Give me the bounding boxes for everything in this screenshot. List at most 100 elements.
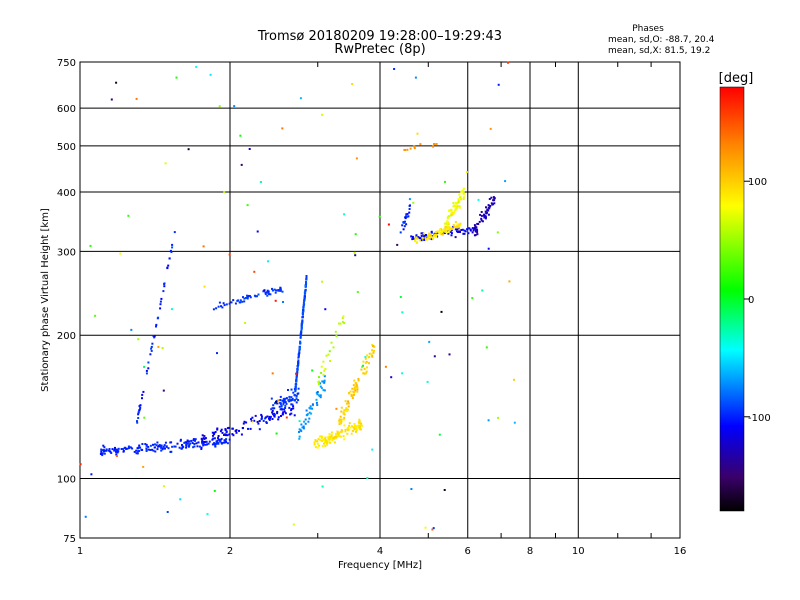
data-point xyxy=(295,397,298,400)
data-point xyxy=(352,426,355,429)
data-point xyxy=(298,435,301,438)
data-point xyxy=(356,291,359,293)
data-point xyxy=(145,444,148,447)
data-point xyxy=(102,448,105,451)
data-point xyxy=(131,447,134,450)
data-point xyxy=(201,442,204,445)
data-point xyxy=(433,233,436,236)
data-point xyxy=(162,290,165,293)
data-point xyxy=(452,224,455,226)
data-point xyxy=(281,290,284,293)
data-point xyxy=(340,406,343,409)
data-point xyxy=(298,346,301,349)
data-point xyxy=(260,415,263,418)
data-point xyxy=(103,446,106,449)
data-point xyxy=(486,208,489,211)
data-point xyxy=(343,424,346,427)
data-point xyxy=(439,228,442,231)
data-point xyxy=(213,432,216,435)
data-point xyxy=(299,336,302,338)
data-point xyxy=(308,411,311,414)
data-point xyxy=(224,428,227,431)
data-point xyxy=(267,292,270,294)
data-point xyxy=(297,361,300,364)
data-point xyxy=(149,353,152,356)
data-point xyxy=(299,342,302,345)
data-point xyxy=(371,448,374,451)
data-point xyxy=(296,371,299,374)
data-point xyxy=(429,233,432,236)
data-point xyxy=(164,162,167,165)
data-point xyxy=(350,393,353,396)
data-point xyxy=(135,97,138,100)
data-point xyxy=(221,431,224,434)
data-point xyxy=(154,450,157,453)
data-point xyxy=(165,445,168,448)
data-point xyxy=(139,408,141,411)
data-point xyxy=(440,229,443,232)
data-point xyxy=(307,420,310,423)
data-point xyxy=(488,198,491,200)
data-point xyxy=(455,206,458,209)
data-point xyxy=(417,236,420,239)
data-point xyxy=(302,301,305,304)
data-point xyxy=(435,236,437,238)
data-point xyxy=(173,231,176,234)
data-point xyxy=(413,145,416,148)
data-point xyxy=(456,226,459,229)
data-point xyxy=(344,400,347,403)
data-point xyxy=(290,388,293,391)
data-point xyxy=(370,352,373,355)
data-point xyxy=(493,197,496,200)
data-point xyxy=(260,413,263,416)
data-point xyxy=(355,425,358,428)
data-point xyxy=(296,392,299,395)
data-point xyxy=(319,439,322,442)
data-point xyxy=(138,405,141,408)
data-point xyxy=(178,446,181,449)
data-point xyxy=(110,98,113,101)
data-point xyxy=(164,447,166,450)
grid-lines xyxy=(80,62,680,538)
data-point xyxy=(160,449,163,452)
data-point xyxy=(328,350,331,353)
data-point xyxy=(399,231,402,234)
data-point xyxy=(115,450,117,453)
data-point xyxy=(316,440,319,443)
data-point xyxy=(433,143,435,145)
data-point xyxy=(251,420,254,423)
data-point xyxy=(305,280,307,283)
data-point xyxy=(463,229,466,232)
data-point xyxy=(163,285,166,288)
data-point xyxy=(192,446,195,449)
data-point xyxy=(201,440,204,443)
y-tick-label: 600 xyxy=(57,104,76,115)
data-point xyxy=(418,237,421,239)
data-point xyxy=(318,376,320,379)
data-point xyxy=(142,390,145,393)
data-point xyxy=(483,213,486,216)
data-point xyxy=(269,417,271,420)
data-point xyxy=(195,65,198,68)
data-point xyxy=(364,372,367,375)
data-point xyxy=(445,222,448,225)
data-point xyxy=(242,427,244,430)
data-point xyxy=(187,445,190,448)
data-point xyxy=(354,233,357,236)
data-point xyxy=(432,237,435,240)
data-point xyxy=(462,187,465,190)
data-point xyxy=(305,283,307,286)
data-point xyxy=(266,289,269,292)
data-point xyxy=(414,237,417,240)
data-point xyxy=(401,311,404,314)
data-point xyxy=(479,213,482,216)
data-point xyxy=(295,377,298,380)
colorbar-ticks: 100 0 -100 xyxy=(744,177,771,424)
data-point xyxy=(406,213,409,215)
data-point xyxy=(271,418,274,420)
data-point xyxy=(343,409,346,412)
data-point xyxy=(302,307,305,310)
data-point xyxy=(349,426,352,429)
data-point xyxy=(163,444,166,447)
data-point xyxy=(298,431,300,433)
